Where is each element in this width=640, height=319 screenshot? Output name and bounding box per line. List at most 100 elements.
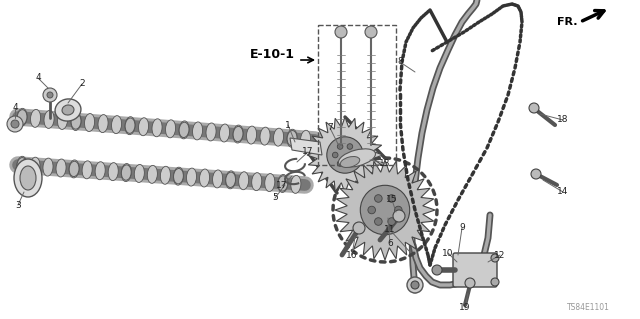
Circle shape <box>465 278 475 288</box>
Text: 2: 2 <box>79 79 85 88</box>
Ellipse shape <box>220 124 230 142</box>
Circle shape <box>388 218 396 225</box>
Text: 4: 4 <box>12 103 18 113</box>
Ellipse shape <box>152 119 162 137</box>
Text: 15: 15 <box>387 196 397 204</box>
Ellipse shape <box>121 164 131 182</box>
Circle shape <box>337 144 343 149</box>
Text: E-10-1: E-10-1 <box>250 48 295 62</box>
Ellipse shape <box>233 126 243 142</box>
Circle shape <box>347 144 353 149</box>
FancyBboxPatch shape <box>453 253 497 287</box>
Ellipse shape <box>340 157 360 167</box>
Text: 17: 17 <box>302 147 314 157</box>
Circle shape <box>352 152 358 158</box>
Circle shape <box>335 26 347 38</box>
Circle shape <box>374 195 382 202</box>
Circle shape <box>332 152 338 158</box>
Ellipse shape <box>206 123 216 141</box>
Ellipse shape <box>260 127 270 145</box>
Ellipse shape <box>82 161 92 179</box>
Ellipse shape <box>147 165 157 183</box>
Ellipse shape <box>20 166 36 190</box>
Circle shape <box>360 185 410 235</box>
Ellipse shape <box>69 160 79 178</box>
Ellipse shape <box>17 156 27 174</box>
Ellipse shape <box>44 110 54 128</box>
Text: 9: 9 <box>459 224 465 233</box>
Ellipse shape <box>226 171 236 189</box>
Circle shape <box>365 26 377 38</box>
Text: 7: 7 <box>327 123 333 132</box>
Polygon shape <box>307 117 383 193</box>
Ellipse shape <box>287 130 297 146</box>
Ellipse shape <box>58 111 68 130</box>
Ellipse shape <box>252 173 262 191</box>
Ellipse shape <box>17 158 27 173</box>
Text: 11: 11 <box>384 226 396 234</box>
Text: 16: 16 <box>346 250 358 259</box>
Ellipse shape <box>246 126 257 144</box>
Ellipse shape <box>31 109 40 127</box>
Ellipse shape <box>17 110 27 125</box>
Circle shape <box>347 161 353 166</box>
Text: 8: 8 <box>397 57 403 66</box>
Polygon shape <box>290 138 322 155</box>
Ellipse shape <box>122 165 131 180</box>
Circle shape <box>432 265 442 275</box>
Circle shape <box>337 161 343 166</box>
Ellipse shape <box>193 122 203 140</box>
Circle shape <box>11 120 19 128</box>
Text: 1: 1 <box>285 121 291 130</box>
Ellipse shape <box>17 108 27 126</box>
Ellipse shape <box>179 121 189 139</box>
Text: 19: 19 <box>460 303 471 313</box>
Ellipse shape <box>98 115 108 133</box>
Circle shape <box>394 206 402 214</box>
Ellipse shape <box>278 174 288 192</box>
Ellipse shape <box>278 176 288 191</box>
Ellipse shape <box>173 167 184 185</box>
Polygon shape <box>335 160 435 260</box>
Circle shape <box>529 103 539 113</box>
Circle shape <box>411 281 419 289</box>
Ellipse shape <box>125 118 135 133</box>
Text: TS84E1101: TS84E1101 <box>567 303 610 313</box>
Ellipse shape <box>161 166 170 184</box>
Circle shape <box>374 218 382 225</box>
Ellipse shape <box>14 159 42 197</box>
Ellipse shape <box>111 116 122 134</box>
Ellipse shape <box>291 175 301 193</box>
Text: 18: 18 <box>557 115 569 124</box>
Text: 6: 6 <box>387 239 393 248</box>
Bar <box>318 25 396 165</box>
Ellipse shape <box>108 163 118 181</box>
Circle shape <box>327 137 364 173</box>
Ellipse shape <box>138 118 148 136</box>
Ellipse shape <box>71 113 81 130</box>
Ellipse shape <box>233 125 243 143</box>
Ellipse shape <box>179 122 189 137</box>
Ellipse shape <box>212 170 223 188</box>
Text: 13: 13 <box>380 159 391 167</box>
Circle shape <box>353 222 365 234</box>
Text: FR.: FR. <box>557 17 578 27</box>
Ellipse shape <box>134 165 145 182</box>
Ellipse shape <box>62 105 74 115</box>
Ellipse shape <box>173 168 184 184</box>
Circle shape <box>368 206 376 214</box>
Text: 14: 14 <box>557 188 569 197</box>
Ellipse shape <box>125 117 135 135</box>
Circle shape <box>491 254 499 262</box>
Text: 12: 12 <box>494 250 506 259</box>
Ellipse shape <box>273 128 284 146</box>
Circle shape <box>531 169 541 179</box>
Ellipse shape <box>43 158 53 176</box>
Ellipse shape <box>239 172 249 190</box>
Ellipse shape <box>69 161 79 177</box>
Text: 4: 4 <box>35 73 41 83</box>
Text: 17: 17 <box>276 182 288 190</box>
Ellipse shape <box>301 130 310 148</box>
Text: 10: 10 <box>442 249 454 257</box>
Ellipse shape <box>71 114 81 129</box>
